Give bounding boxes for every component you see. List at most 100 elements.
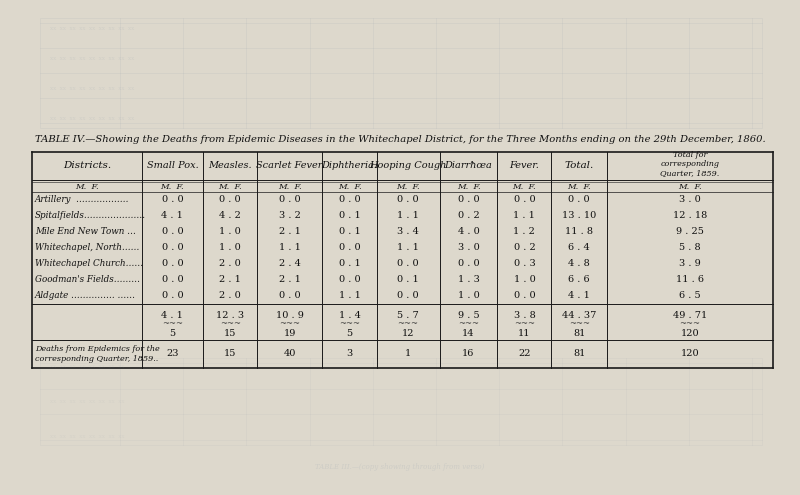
Text: 0 . 0: 0 . 0: [162, 292, 183, 300]
Text: M.  F.: M. F.: [75, 183, 98, 191]
Text: xx  xx  xx  xx  xx  xx  xx  xx  xx: xx xx xx xx xx xx xx xx xx: [50, 55, 134, 60]
Text: ~~~: ~~~: [458, 320, 479, 328]
Text: 0 . 2: 0 . 2: [458, 211, 479, 220]
Text: ~~~: ~~~: [569, 320, 590, 328]
Text: M.  F.: M. F.: [338, 183, 362, 191]
Text: ~~~: ~~~: [514, 320, 535, 328]
Text: xx  xx  xx  xx  xx  xx  xx  xx  xx: xx xx xx xx xx xx xx xx xx: [50, 115, 134, 120]
Text: 5: 5: [170, 329, 175, 338]
Text: 0 . 0: 0 . 0: [162, 196, 183, 204]
Text: 0 . 1: 0 . 1: [338, 211, 360, 220]
Text: 13 . 10: 13 . 10: [562, 211, 596, 220]
Text: 22: 22: [518, 349, 530, 358]
Text: 44 . 37: 44 . 37: [562, 310, 597, 319]
Text: Total for
corresponding
Quarter, 1859.: Total for corresponding Quarter, 1859.: [660, 151, 720, 177]
Text: 0 . 0: 0 . 0: [338, 276, 360, 285]
Text: 2 . 0: 2 . 0: [219, 259, 241, 268]
Text: 1 . 0: 1 . 0: [219, 228, 241, 237]
Text: M.  F.: M. F.: [218, 183, 242, 191]
Text: Mile End New Town …: Mile End New Town …: [35, 228, 136, 237]
Text: xx  xx  xx  xx  xx  xx  xx  xx  xx: xx xx xx xx xx xx xx xx xx: [50, 26, 134, 31]
Text: 12 . 18: 12 . 18: [673, 211, 707, 220]
Text: M.  F.: M. F.: [678, 183, 702, 191]
Text: 2 . 1: 2 . 1: [219, 276, 241, 285]
Text: xx  xx  xx  xx  xx  xx  xx  xx: xx xx xx xx xx xx xx xx: [50, 435, 125, 440]
Text: 1 . 4: 1 . 4: [338, 310, 361, 319]
Text: 12 . 3: 12 . 3: [216, 310, 244, 319]
Text: 1 . 2: 1 . 2: [514, 228, 535, 237]
Text: Small Pox.: Small Pox.: [146, 161, 198, 170]
Text: 1 . 1: 1 . 1: [338, 292, 361, 300]
Text: Hooping Cough: Hooping Cough: [370, 161, 446, 170]
Text: 19: 19: [284, 329, 296, 338]
Text: 81: 81: [573, 329, 586, 338]
Text: 0 . 1: 0 . 1: [338, 228, 360, 237]
Text: Districts.: Districts.: [62, 161, 111, 170]
Text: 0 . 0: 0 . 0: [162, 228, 183, 237]
Text: 2 . 0: 2 . 0: [219, 292, 241, 300]
Text: Whitechapel, North……: Whitechapel, North……: [35, 244, 139, 252]
Text: 10 . 9: 10 . 9: [276, 310, 304, 319]
Text: Spitalfields…………………: Spitalfields…………………: [35, 211, 146, 220]
Text: Artillery  ………………: Artillery ………………: [35, 196, 130, 204]
Text: 0 . 2: 0 . 2: [514, 244, 535, 252]
Text: 9 . 5: 9 . 5: [458, 310, 479, 319]
Text: 0 . 0: 0 . 0: [514, 196, 535, 204]
Text: 120: 120: [681, 349, 699, 358]
Text: 0 . 0: 0 . 0: [569, 196, 590, 204]
Text: 15: 15: [224, 349, 237, 358]
Text: 16: 16: [462, 349, 474, 358]
Text: Measles.: Measles.: [209, 161, 252, 170]
Text: M.  F.: M. F.: [396, 183, 420, 191]
Text: 0 . 0: 0 . 0: [514, 292, 535, 300]
Text: xx  xx  xx  xx  xx  xx  xx  xx: xx xx xx xx xx xx xx xx: [50, 399, 125, 404]
Text: 0 . 0: 0 . 0: [338, 244, 360, 252]
Text: 3 . 0: 3 . 0: [458, 244, 479, 252]
Text: ~~~: ~~~: [279, 320, 300, 328]
Text: 1 . 1: 1 . 1: [397, 244, 419, 252]
Text: 4 . 1: 4 . 1: [568, 292, 590, 300]
Text: 40: 40: [284, 349, 296, 358]
Text: 0 . 0: 0 . 0: [398, 196, 419, 204]
Bar: [40, 358, 762, 445]
Text: Deaths from Epidemics for the
corresponding Quarter, 1859..: Deaths from Epidemics for the correspond…: [35, 346, 160, 363]
Text: 1 . 3: 1 . 3: [458, 276, 479, 285]
Text: 0 . 0: 0 . 0: [162, 276, 183, 285]
Text: 15: 15: [224, 329, 237, 338]
Text: 3 . 4: 3 . 4: [397, 228, 419, 237]
Bar: [40, 18, 762, 128]
Text: 0 . 0: 0 . 0: [162, 259, 183, 268]
Text: 6 . 6: 6 . 6: [569, 276, 590, 285]
Text: 1 . 0: 1 . 0: [219, 244, 241, 252]
Text: ~~~: ~~~: [339, 320, 360, 328]
Text: Diarrħœa: Diarrħœa: [445, 161, 492, 170]
Text: 3 . 0: 3 . 0: [679, 196, 701, 204]
Text: 0 . 0: 0 . 0: [458, 259, 479, 268]
Text: 0 . 0: 0 . 0: [398, 259, 419, 268]
Text: 12: 12: [402, 329, 414, 338]
Text: 81: 81: [573, 349, 586, 358]
Text: ~~~: ~~~: [220, 320, 241, 328]
Text: 5 . 8: 5 . 8: [679, 244, 701, 252]
Text: TABLE IV.—Showing the Deaths from Epidemic Diseases in the Whitechapel District,: TABLE IV.—Showing the Deaths from Epidem…: [34, 136, 766, 145]
Text: 9 . 25: 9 . 25: [676, 228, 704, 237]
Text: ~~~: ~~~: [398, 320, 418, 328]
Text: 0 . 3: 0 . 3: [514, 259, 535, 268]
Text: Aldgate …………… ……: Aldgate …………… ……: [35, 292, 136, 300]
Text: 1 . 0: 1 . 0: [514, 276, 535, 285]
Text: 3 . 9: 3 . 9: [679, 259, 701, 268]
Text: 0 . 0: 0 . 0: [338, 196, 360, 204]
Text: 2 . 1: 2 . 1: [279, 276, 301, 285]
Text: M.  F.: M. F.: [567, 183, 591, 191]
Text: 2 . 1: 2 . 1: [279, 228, 301, 237]
Text: 1 . 1: 1 . 1: [279, 244, 301, 252]
Text: 1: 1: [405, 349, 411, 358]
Text: 0 . 1: 0 . 1: [338, 259, 360, 268]
Text: TABLE III.—(copy showing through from verso): TABLE III.—(copy showing through from ve…: [315, 463, 485, 471]
Text: M.  F.: M. F.: [513, 183, 536, 191]
Text: 6 . 4: 6 . 4: [568, 244, 590, 252]
Text: 4 . 8: 4 . 8: [568, 259, 590, 268]
Text: M.  F.: M. F.: [161, 183, 184, 191]
Text: M.  F.: M. F.: [278, 183, 302, 191]
Text: xx  xx  xx  xx  xx  xx  xx  xx  xx: xx xx xx xx xx xx xx xx xx: [50, 86, 134, 91]
